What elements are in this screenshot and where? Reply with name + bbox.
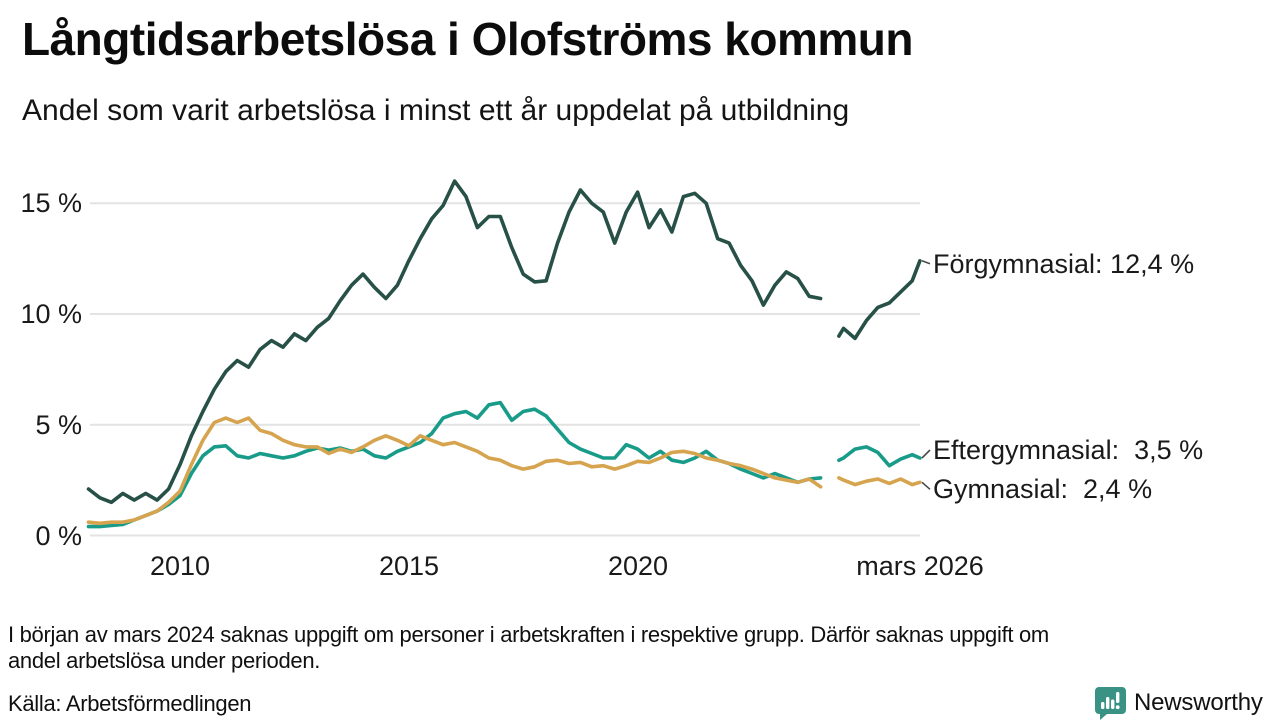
y-axis-tick-label: 5 %	[35, 409, 82, 440]
series-line-gymnasial	[86, 416, 922, 526]
footnote-line1: I början av mars 2024 saknas uppgift om …	[8, 622, 1049, 647]
label-connector	[921, 260, 931, 265]
label-connector	[921, 481, 931, 490]
footnote-line2: andel arbetslösa under perioden.	[8, 648, 321, 673]
series-end-label-gymnasial: Gymnasial: 2,4 %	[933, 474, 1153, 505]
y-axis-tick-label: 15 %	[20, 188, 82, 219]
page-title: Långtidsarbetslösa i Olofströms kommun	[22, 13, 913, 65]
gridlines	[90, 202, 920, 537]
series-line-forgymnasial	[86, 179, 922, 505]
x-axis-tick-label: mars 2026	[856, 551, 984, 581]
newsworthy-logo: Newsworthy	[1094, 686, 1263, 720]
x-axis-tick-label: 2020	[607, 551, 669, 581]
x-axis-tick-label: 2010	[149, 551, 211, 581]
bar-chart-speech-bubble-icon	[1095, 687, 1126, 720]
newsworthy-logo-text: Newsworthy	[1134, 689, 1263, 716]
source-attribution: Källa: Arbetsförmedlingen	[8, 691, 252, 716]
label-connector	[921, 449, 931, 459]
x-axis-tick-label: 2015	[378, 551, 440, 581]
series-end-label-forgymnasial: Förgymnasial: 12,4 %	[933, 248, 1195, 279]
y-axis-tick-label: 0 %	[35, 520, 82, 551]
footnote: I början av mars 2024 saknas uppgift om …	[8, 622, 1260, 674]
page-subtitle: Andel som varit arbetslösa i minst ett å…	[22, 94, 850, 127]
series-end-label-eftergymnasial: Eftergymnasial: 3,5 %	[933, 434, 1204, 465]
y-axis-tick-label: 10 %	[20, 299, 82, 329]
